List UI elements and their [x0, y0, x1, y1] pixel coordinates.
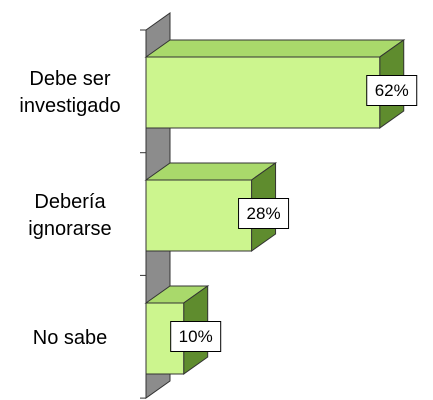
bar: [145, 56, 381, 129]
category-label: No sabe: [32, 327, 108, 349]
category-label: Debe ser investigado: [19, 67, 121, 117]
bar: [145, 179, 253, 252]
value-label-box: [170, 321, 222, 352]
value-label: 10%: [179, 327, 213, 346]
bar-top: [144, 39, 406, 58]
value-label-box: [238, 198, 290, 229]
value-label-box: [366, 75, 418, 106]
category-label: Debería ignorarse: [28, 190, 112, 240]
value-label: 62%: [375, 81, 409, 100]
value-label: 28%: [247, 204, 281, 223]
